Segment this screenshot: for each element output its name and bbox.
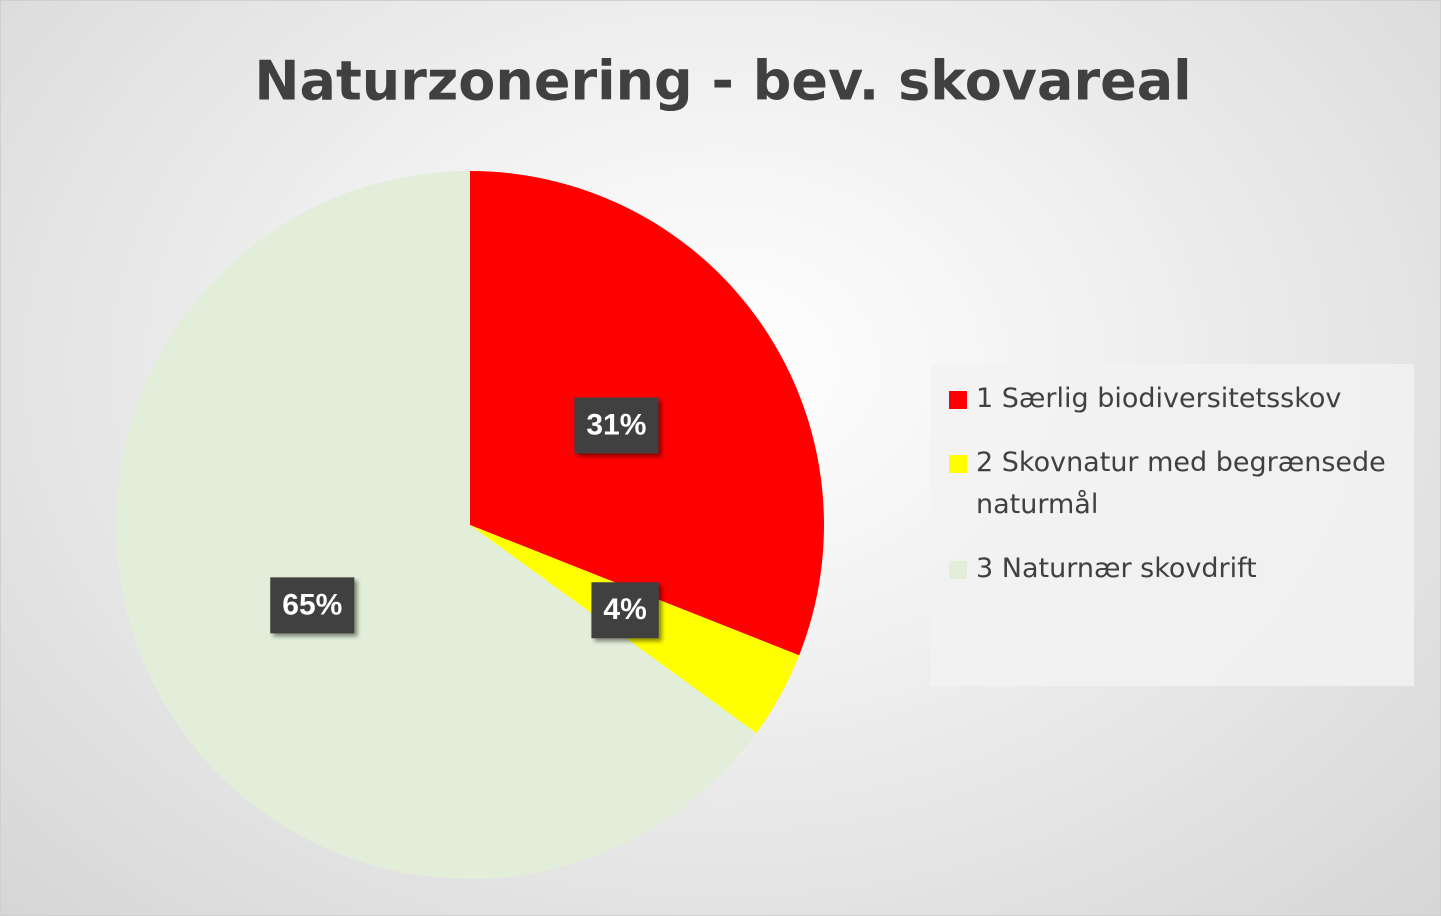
pie-slice	[115, 171, 757, 879]
data-label-box	[574, 397, 659, 454]
data-label-box	[591, 582, 659, 639]
legend-entry: 3 Naturnær skovdrift	[949, 548, 1400, 590]
legend-entry: 2 Skovnatur med begrænsede naturmål	[949, 442, 1400, 526]
legend-swatch	[949, 391, 967, 409]
data-label: 31%	[574, 397, 659, 454]
chart-title: Naturzonering - bev. skovareal	[254, 50, 1191, 113]
data-label-text: 4%	[603, 593, 646, 626]
legend: 1 Særlig biodiversitetsskov 2 Skovnatur m…	[931, 364, 1414, 686]
data-label: 65%	[270, 577, 355, 634]
data-label-box	[270, 577, 355, 634]
legend-entry: 1 Særlig biodiversitetsskov	[949, 378, 1400, 420]
legend-label: 3 Naturnær skovdrift	[976, 553, 1257, 584]
legend-label: 2 Skovnatur med begrænsede naturmål	[976, 447, 1386, 520]
legend-swatch	[949, 561, 967, 579]
data-label-text: 65%	[282, 588, 342, 621]
data-label: 4%	[591, 582, 659, 639]
legend-label: 1 Særlig biodiversitetsskov	[976, 383, 1342, 414]
data-label-text: 31%	[586, 408, 646, 441]
legend-swatch	[949, 455, 967, 473]
